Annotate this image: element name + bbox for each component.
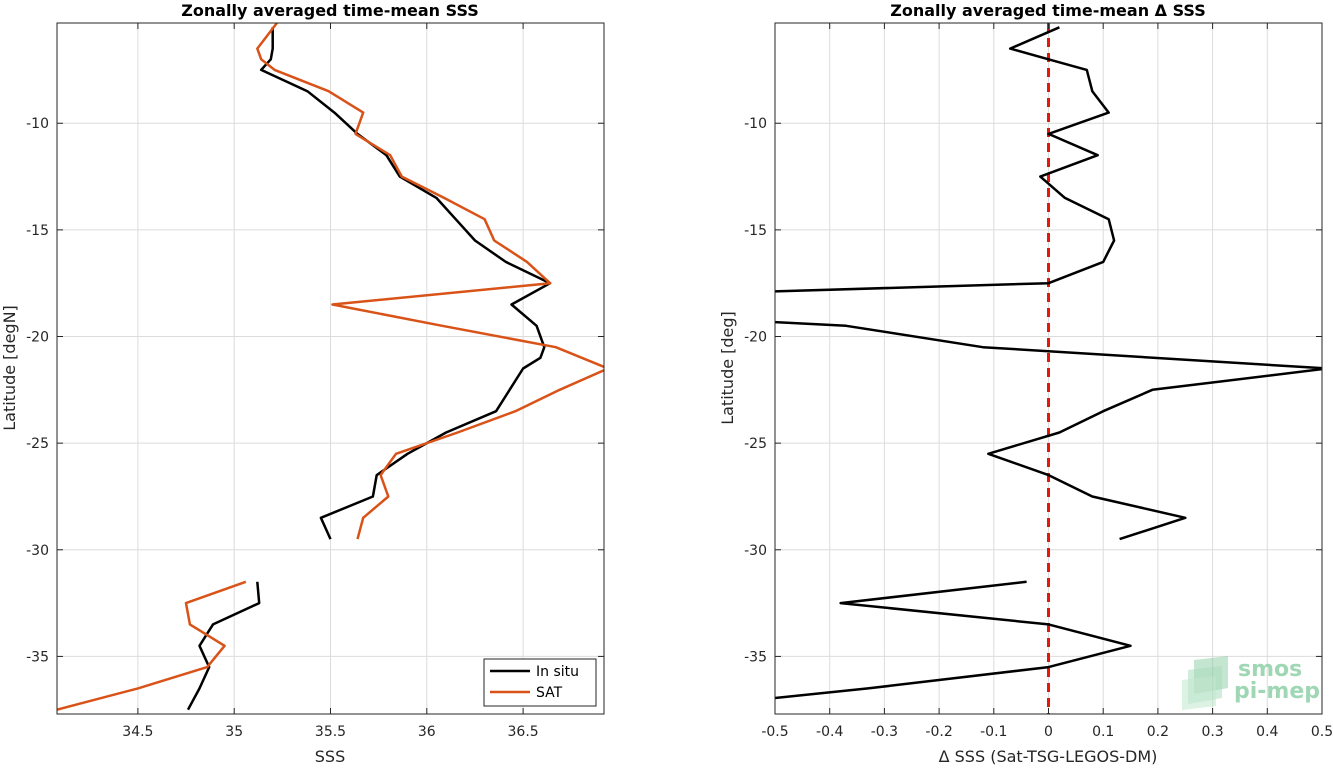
legend-box: [483, 658, 597, 707]
logo-layer-icon: [1182, 676, 1216, 710]
left-y-tick-label: -10: [26, 116, 49, 132]
right-x-tick-label: 0.1: [1092, 724, 1114, 740]
right-x-tick-label: 0.4: [1256, 724, 1278, 740]
right-y-tick-label: -25: [744, 436, 767, 452]
left-chart-title: Zonally averaged time-mean SSS: [181, 1, 479, 20]
left-y-axis-label: Latitude [degN]: [0, 305, 19, 431]
right-y-tick-label: -10: [744, 116, 767, 132]
right-series-line-delta-sss: [775, 580, 1132, 700]
logo-text-smos: smos: [1238, 657, 1302, 682]
legend-label-sat: SAT: [536, 685, 563, 701]
right-chart-title: Zonally averaged time-mean Δ SSS: [890, 1, 1206, 20]
left-y-tick-label: -25: [26, 436, 49, 452]
left-y-tick-label: -15: [26, 223, 49, 239]
left-x-axis-label: SSS: [315, 747, 345, 765]
right-x-tick-label: -0.2: [925, 724, 952, 740]
left-y-tick-label: -30: [26, 543, 49, 559]
legend-label-in-situ: In situ: [536, 664, 579, 680]
left-x-tick-label: 36: [418, 724, 436, 740]
left-x-tick-label: 35: [225, 724, 243, 740]
right-series-group: [775, 26, 1322, 700]
left-x-tick-label: 34.5: [122, 724, 153, 740]
right-x-tick-label: -0.4: [816, 724, 843, 740]
right-y-tick-label: -15: [744, 223, 767, 239]
right-x-axis-label: Δ SSS (Sat-TSG-LEGOS-DM): [939, 747, 1158, 765]
right-panel: -0.5 -0.4 -0.3 -0.2 -0.1 0 0.1 0.2 0.3 0.4 0.5 -35 -…: [718, 1, 1333, 766]
left-series-group: [57, 23, 604, 711]
left-series-line-in-situ: [186, 581, 261, 711]
right-x-tick-label: 0.2: [1147, 724, 1169, 740]
left-grid: [57, 23, 604, 714]
right-x-tick-label: -0.1: [980, 724, 1007, 740]
left-y-tick-label: -20: [26, 330, 49, 346]
legend: In situ SAT: [483, 658, 597, 707]
right-x-tick-label: 0.3: [1201, 724, 1223, 740]
left-series-line-in-situ: [259, 27, 552, 540]
logo-text-pi-mep: pi-mep: [1234, 679, 1320, 704]
right-x-tick-label: -0.5: [761, 724, 788, 740]
smos-pi-mep-logo: smos pi-mep: [1182, 656, 1320, 710]
left-panel: 34.5 35 35.5 36 36.5 -35 -30 -25 -20 -15 -10 Zonal…: [0, 1, 605, 766]
right-x-tick-label: 0: [1044, 724, 1053, 740]
right-y-tick-label: -35: [744, 649, 767, 665]
left-x-tick-label: 36.5: [508, 724, 539, 740]
left-series-line-sat: [57, 580, 247, 711]
left-y-tick-label: -35: [26, 649, 49, 665]
right-x-tick-label: 0.5: [1311, 724, 1333, 740]
left-series-line-sat: [256, 23, 604, 540]
right-y-axis-label: Latitude [deg]: [718, 311, 737, 425]
right-series-line-delta-sss: [775, 26, 1116, 293]
left-x-tick-label: 35.5: [315, 724, 346, 740]
right-ticks: -0.5 -0.4 -0.3 -0.2 -0.1 0 0.1 0.2 0.3 0.4 0.5 -35 -…: [744, 23, 1333, 740]
right-y-tick-label: -20: [744, 330, 767, 346]
right-y-tick-label: -30: [744, 543, 767, 559]
right-x-tick-label: -0.3: [871, 724, 898, 740]
left-ticks: 34.5 35 35.5 36 36.5 -35 -30 -25 -20 -15 -10: [26, 23, 604, 740]
right-series-line-delta-sss: [775, 320, 1322, 541]
